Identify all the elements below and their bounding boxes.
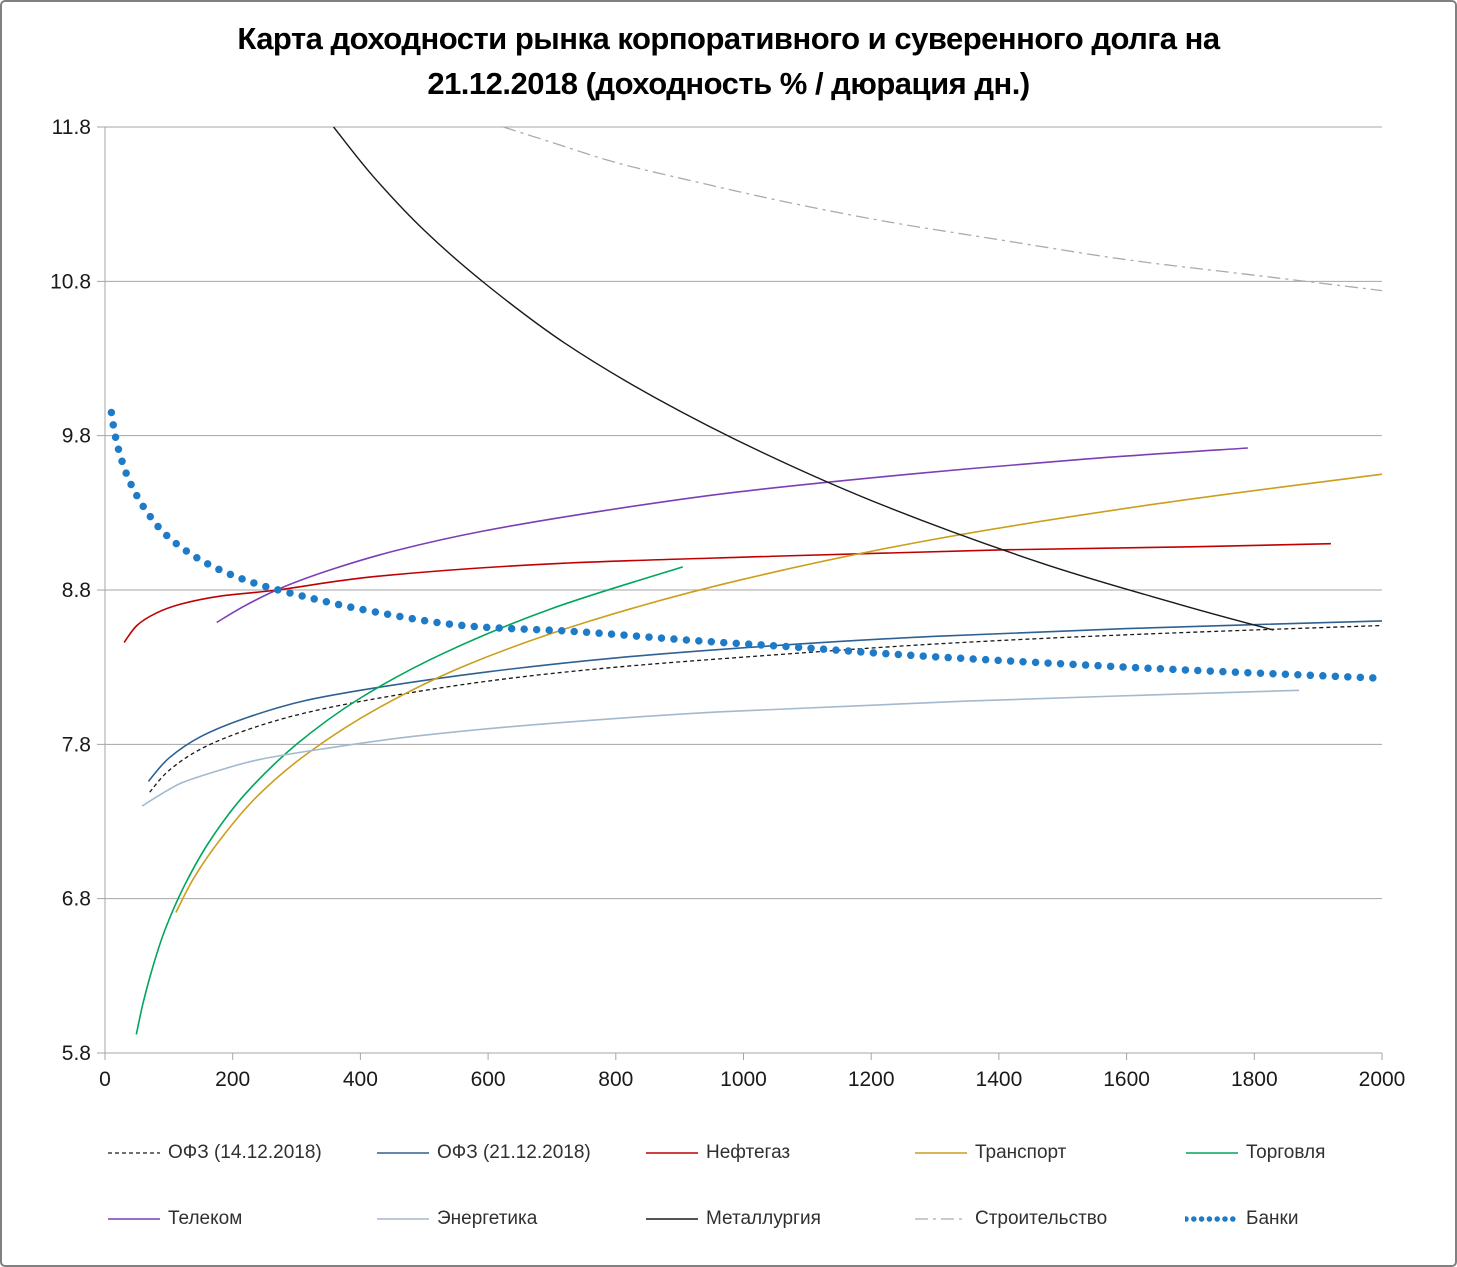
legend-label: Банки	[1246, 1208, 1299, 1229]
series-line-10	[107, 408, 1380, 682]
legend-label: Телеком	[168, 1208, 243, 1229]
y-tick-label: 7.8	[62, 733, 91, 756]
legend-label: Транспорт	[975, 1142, 1067, 1163]
legend-swatch-line	[646, 1218, 698, 1220]
x-tick-label: 1400	[976, 1068, 1023, 1091]
series-line-1	[149, 624, 1383, 793]
x-tick-label: 0	[99, 1068, 111, 1091]
legend-item: Строительство	[914, 1207, 1107, 1231]
legend-item: Нефтегаз	[645, 1141, 790, 1165]
legend-item: ОФЗ (14.12.2018)	[107, 1141, 322, 1165]
y-tick-label: 10.8	[50, 270, 91, 293]
chart-title-line1: Карта доходности рынка корпоративного и …	[237, 21, 1220, 56]
legend-label: ОФЗ (14.12.2018)	[168, 1142, 322, 1163]
legend-swatch-line	[108, 1218, 160, 1220]
x-tick-label: 2000	[1359, 1068, 1406, 1091]
series-line-7	[141, 689, 1300, 807]
legend-label: ОФЗ (21.12.2018)	[437, 1142, 591, 1163]
series-line-9	[503, 126, 1383, 292]
series-line-2	[147, 620, 1383, 782]
legend-item: Металлургия	[645, 1207, 821, 1231]
legend-label: Энергетика	[437, 1208, 538, 1229]
legend-item: Торговля	[1185, 1141, 1325, 1165]
legend-label: Нефтегаз	[706, 1142, 791, 1163]
x-tick-label: 200	[215, 1068, 250, 1091]
legend-item: Транспорт	[914, 1141, 1066, 1165]
x-tick-label: 600	[471, 1068, 506, 1091]
legend-item: Банки	[1185, 1207, 1298, 1231]
legend-swatch-line	[915, 1152, 967, 1154]
legend-label: Строительство	[975, 1208, 1108, 1229]
x-tick-label: 1600	[1103, 1068, 1150, 1091]
legend-swatch-dots	[1185, 1216, 1239, 1222]
x-tick-label: 400	[343, 1068, 378, 1091]
legend-swatch-line	[377, 1218, 429, 1220]
x-tick-label: 800	[598, 1068, 633, 1091]
legend-item: Энергетика	[376, 1207, 537, 1231]
legend-item: Телеком	[107, 1207, 242, 1231]
series-line-8	[333, 126, 1274, 631]
legend-label: Металлургия	[706, 1208, 821, 1229]
legend-item: ОФЗ (21.12.2018)	[376, 1141, 591, 1165]
y-tick-label: 9.8	[62, 425, 91, 448]
legend-swatch-line	[646, 1152, 698, 1154]
y-tick-label: 8.8	[62, 579, 91, 602]
legend-swatch-line	[377, 1152, 429, 1154]
chart-title-line2: 21.12.2018 (доходность % / дюрация дн.)	[427, 66, 1030, 101]
series-line-3	[123, 542, 1331, 643]
legend-swatch-line	[108, 1152, 160, 1154]
x-tick-label: 1200	[848, 1068, 895, 1091]
legend-label: Торговля	[1246, 1142, 1326, 1163]
series-line-4	[175, 473, 1383, 913]
series-line-6	[216, 447, 1248, 624]
y-tick-label: 5.8	[62, 1042, 91, 1065]
legend-swatch-line	[915, 1218, 967, 1220]
chart-title: Карта доходности рынка корпоративного и …	[2, 16, 1455, 106]
y-tick-label: 6.8	[62, 888, 91, 911]
y-tick-label: 11.8	[52, 116, 91, 139]
legend-swatch-line	[1186, 1152, 1238, 1154]
x-tick-label: 1000	[720, 1068, 767, 1091]
series-line-5	[135, 566, 684, 1035]
x-tick-label: 1800	[1231, 1068, 1278, 1091]
